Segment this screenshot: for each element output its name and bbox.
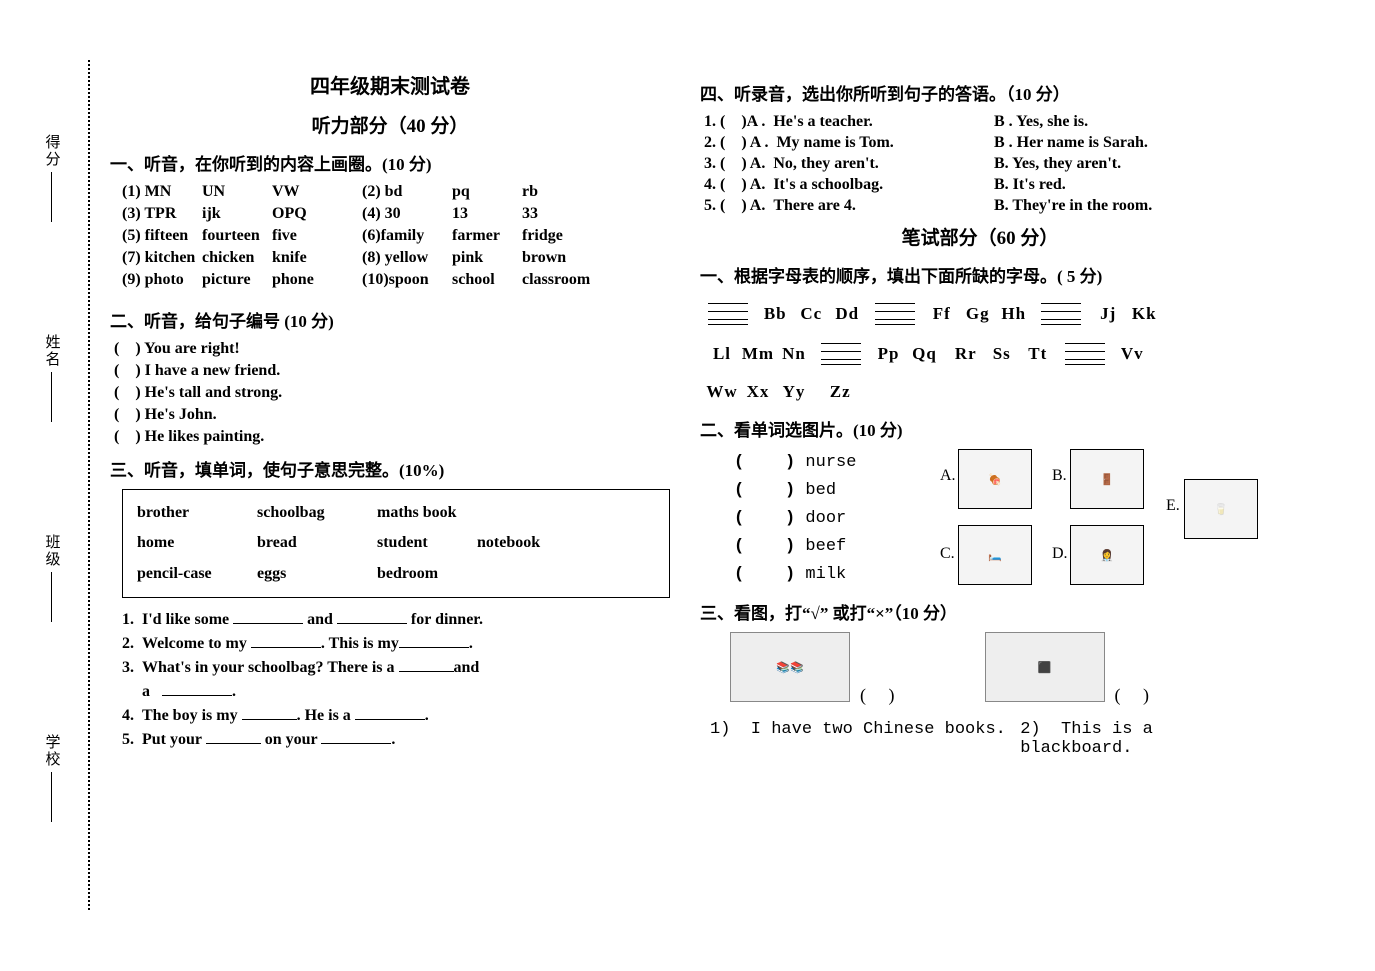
right-page: 四、听录音，选出你所听到句子的答语。（10 分） 1. ( )A . He's … — [700, 70, 1260, 758]
section-2-body: ( ) You are right! ( ) I have a new frie… — [110, 340, 670, 446]
picture-e: 🥛 — [1184, 479, 1258, 539]
picture-d: 👩‍⚕️ — [1070, 525, 1144, 585]
score-label: 得分 — [42, 134, 63, 226]
label-d: D. — [1052, 545, 1068, 563]
label-a: A. — [940, 467, 956, 485]
section-1-head: 一、听音，在你听到的内容上画圈。(10 分) — [110, 150, 670, 175]
tf-captions: 1) I have two Chinese books. 2) This is … — [710, 720, 1260, 758]
label-e: E. — [1166, 497, 1180, 515]
exam-title: 四年级期末测试卷 — [110, 70, 670, 99]
true-false-row: 📚📚 ( ) ⬛ ( ) — [730, 632, 1260, 706]
fold-line — [88, 60, 90, 910]
picture-a: 🍖 — [958, 449, 1032, 509]
school-label: 学校 — [42, 734, 63, 826]
tf-picture-2: ⬛ — [985, 632, 1105, 702]
written-header: 笔试部分（60 分） — [700, 223, 1260, 250]
picture-c: 🛏️ — [958, 525, 1032, 585]
tf-picture-1: 📚📚 — [730, 632, 850, 702]
picture-match: nurse bed door beef milk A. 🍖 B. 🚪 C. 🛏️… — [704, 449, 1260, 589]
section-3-fills: 1. I'd like some and for dinner. 2. Welc… — [110, 610, 670, 749]
word-list: nurse bed door beef milk — [734, 449, 856, 589]
alphabet-row-1: BbCcDd FfGgHh JjKk — [704, 301, 1260, 327]
tf-paren-2: ( ) — [1115, 685, 1150, 706]
tf-paren-1: ( ) — [860, 685, 895, 706]
listening-header: 听力部分（40 分） — [110, 111, 670, 138]
section-3-head: 三、听音，填单词，使句子意思完整。(10%) — [110, 456, 670, 481]
label-b: B. — [1052, 467, 1067, 485]
binding-labels: 得分 姓名 班级 学校 — [42, 80, 62, 880]
alphabet-row-2: LlMmNn PpQq RrSsTt Vv — [704, 341, 1260, 367]
class-label: 班级 — [42, 534, 63, 626]
label-c: C. — [940, 545, 955, 563]
section-2-head: 二、听音，给句子编号 (10 分) — [110, 307, 670, 332]
name-label: 姓名 — [42, 334, 63, 426]
section-4-body: 1. ( )A . He's a teacher.B . Yes, she is… — [700, 113, 1260, 215]
section-4-head: 四、听录音，选出你所听到句子的答语。（10 分） — [700, 80, 1260, 105]
picture-b: 🚪 — [1070, 449, 1144, 509]
section-1-body: (1) MNUNVW(2) bdpqrb (3) TPRijkOPQ(4) 30… — [110, 183, 670, 289]
word-box: brotherschoolbagmaths book homebreadstud… — [122, 489, 670, 598]
written-2-head: 二、看单词选图片。(10 分) — [700, 416, 1260, 441]
written-3-head: 三、看图，打“√” 或打“×”（10 分） — [700, 599, 1260, 624]
written-1-head: 一、根据字母表的顺序，填出下面所缺的字母。( 5 分) — [700, 262, 1260, 287]
alphabet-row-3: WwXxYy Zz — [704, 381, 1260, 402]
left-page: 四年级期末测试卷 听力部分（40 分） 一、听音，在你听到的内容上画圈。(10 … — [110, 70, 670, 754]
